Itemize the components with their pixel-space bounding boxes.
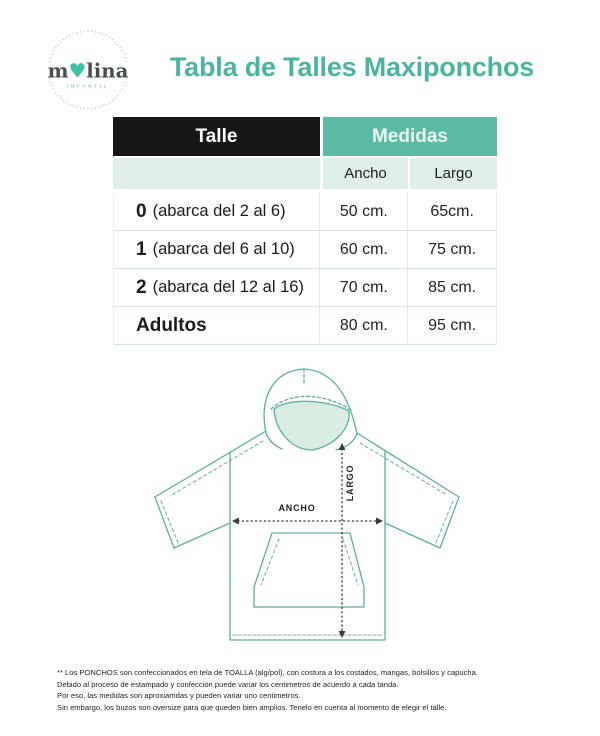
subheader-empty-cell (113, 158, 320, 189)
medidas-header-cell: Medidas (323, 117, 497, 156)
page-title: Tabla de Talles Maxiponchos (169, 52, 535, 82)
ancho-column-header: Ancho (323, 158, 408, 189)
brand-subtext: INFANTIL (67, 84, 109, 89)
brand-logo: m♥lina INFANTIL (48, 30, 129, 110)
ancho-cell: 70 cm. (319, 269, 407, 306)
footnote-line: Sin embargo, los buzos son oversize para… (57, 702, 447, 712)
measurement-lines (233, 444, 382, 637)
size-cell: 0 (abarca del 2 al 6) (136, 200, 286, 222)
largo-cell: 85 cm. (407, 269, 496, 306)
width-label: ANCHO (279, 503, 316, 513)
length-label: LARGO (345, 465, 355, 502)
footnote-line: ** Los PONCHOS son confeccionados en tel… (57, 668, 478, 677)
table-row: 1 (abarca del 6 al 10) 60 cm. 75 cm. (114, 231, 496, 269)
pocket (253, 532, 365, 608)
ancho-cell: 50 cm. (319, 193, 407, 230)
size-cell: Adultos (136, 314, 207, 336)
size-cell: 2 (abarca del 12 al 16) (136, 276, 304, 298)
size-cell: 1 (abarca del 6 al 10) (136, 238, 295, 260)
measurement-arrows (232, 443, 383, 638)
largo-cell: 65cm. (407, 193, 496, 230)
brand-name: m♥lina (48, 58, 129, 82)
footnote-line: Por eso, las medidas son aproxiamdas y p… (57, 691, 301, 701)
table-row: Adultos 80 cm. 95 cm. (114, 307, 496, 345)
largo-cell: 75 cm. (407, 231, 496, 268)
table-body: 0 (abarca del 2 al 6) 50 cm. 65cm. 1 (abar… (113, 193, 497, 345)
hood-opening (273, 400, 350, 451)
largo-column-header: Largo (410, 158, 497, 189)
largo-cell: 95 cm. (407, 307, 496, 344)
footnote-line: Debido al proceso de estampado y confecc… (57, 679, 399, 689)
logo-arc-top-decoration (48, 30, 128, 62)
table-row: 0 (abarca del 2 al 6) 50 cm. 65cm. (114, 193, 496, 231)
poncho-outline (154, 368, 460, 641)
logo-arc-bottom-decoration (48, 78, 128, 110)
table-subheader-row: Ancho Largo (113, 158, 497, 189)
footnote: ** Los PONCHOS son confeccionados en tel… (57, 667, 565, 713)
heart-icon: ♥ (69, 58, 87, 82)
talle-header-cell: Talle (113, 117, 320, 156)
ancho-cell: 80 cm. (319, 307, 407, 344)
size-table: Talle Medidas Ancho Largo 0 (abarca del 2… (113, 117, 497, 345)
table-header-row: Talle Medidas (113, 117, 497, 156)
ancho-cell: 60 cm. (319, 231, 407, 268)
table-row: 2 (abarca del 12 al 16) 70 cm. 85 cm. (114, 269, 496, 307)
